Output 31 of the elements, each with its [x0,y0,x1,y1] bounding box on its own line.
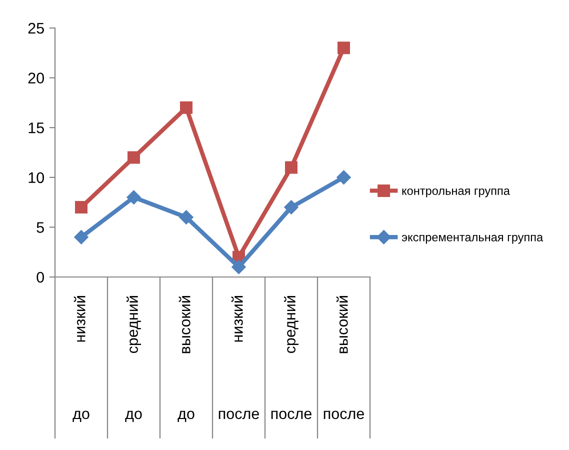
point [284,200,298,214]
point [336,170,351,184]
y-tick-label: 15 [28,122,44,134]
y-tick-label: 10 [28,172,44,184]
x-tick-label: высокий [178,296,190,354]
legend-label: экспрементальная группа [402,234,544,244]
y-tick-label: 0 [36,272,44,283]
point [338,42,350,54]
text: после [271,410,312,420]
x-tick-label: средний [284,296,299,354]
text: после [218,410,259,420]
y-tick-label: 20 [28,72,44,84]
y-tick-label: 25 [28,22,44,34]
point [128,151,140,164]
text: после [324,410,364,420]
point [126,190,141,204]
text: до [72,410,90,422]
x-tick-label: низкий [74,296,86,342]
point [74,230,88,244]
point [75,201,88,214]
point [285,161,298,174]
legend-label: контрольная группа [402,188,510,198]
text: до [178,410,194,422]
x-tick-label: высокий [336,296,348,354]
text: до [125,410,142,422]
x-tick-label: низкий [231,296,243,342]
point [232,260,246,274]
point [180,101,192,114]
y-tick-label: 5 [36,222,44,233]
x-tick-label: средний [126,296,142,354]
point [179,210,194,224]
